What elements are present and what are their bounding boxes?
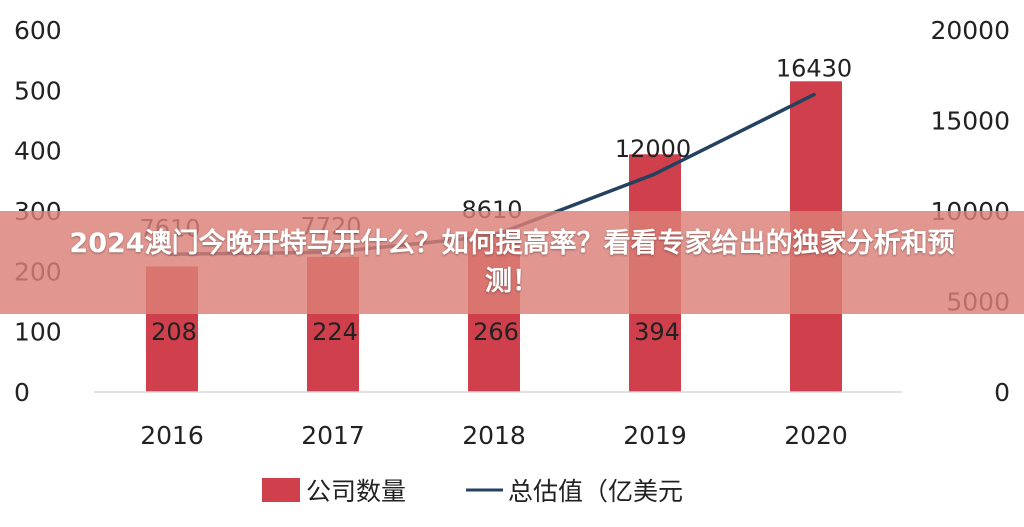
right-tick-label: 20000 <box>930 16 1010 45</box>
line-segment <box>651 92 816 177</box>
left-tick-label: 500 <box>14 76 62 105</box>
x-tick-label: 2019 <box>623 421 687 450</box>
right-tick-label: 15000 <box>930 107 1010 136</box>
banner-title: 2024澳门今晚开特马开什么？如何提高率？看看专家给出的独家分析和预测！ <box>69 227 955 297</box>
title-banner: 2024澳门今晚开特马开什么？如何提高率？看看专家给出的独家分析和预测！ <box>0 211 1024 314</box>
x-axis: 2016 2017 2018 2019 2020 <box>94 391 902 450</box>
bar-data-label: 394 <box>634 318 680 346</box>
legend-label-bars: 公司数量 <box>306 477 406 506</box>
line-data-label: 16430 <box>776 55 852 83</box>
bar-data-label: 224 <box>312 318 358 346</box>
legend-bar-swatch <box>262 478 300 502</box>
x-tick-label: 2016 <box>140 421 204 450</box>
x-tick-label: 2020 <box>784 421 848 450</box>
bar-data-label: 266 <box>473 318 519 346</box>
x-tick-label: 2017 <box>301 421 365 450</box>
right-tick-label: 0 <box>994 378 1010 407</box>
bar-data-labels: 208 224 266 394 <box>151 318 680 346</box>
left-tick-label: 600 <box>14 16 62 45</box>
legend: 公司数量 总估值（亿美元 <box>262 477 683 506</box>
left-tick-label: 400 <box>14 137 62 166</box>
x-tick-label: 2018 <box>462 421 526 450</box>
bar-data-label: 208 <box>151 318 197 346</box>
legend-label-line: 总估值（亿美元 <box>508 477 683 506</box>
line-data-label: 12000 <box>615 135 691 163</box>
left-tick-label: 0 <box>14 378 30 407</box>
left-tick-label: 100 <box>14 318 62 347</box>
